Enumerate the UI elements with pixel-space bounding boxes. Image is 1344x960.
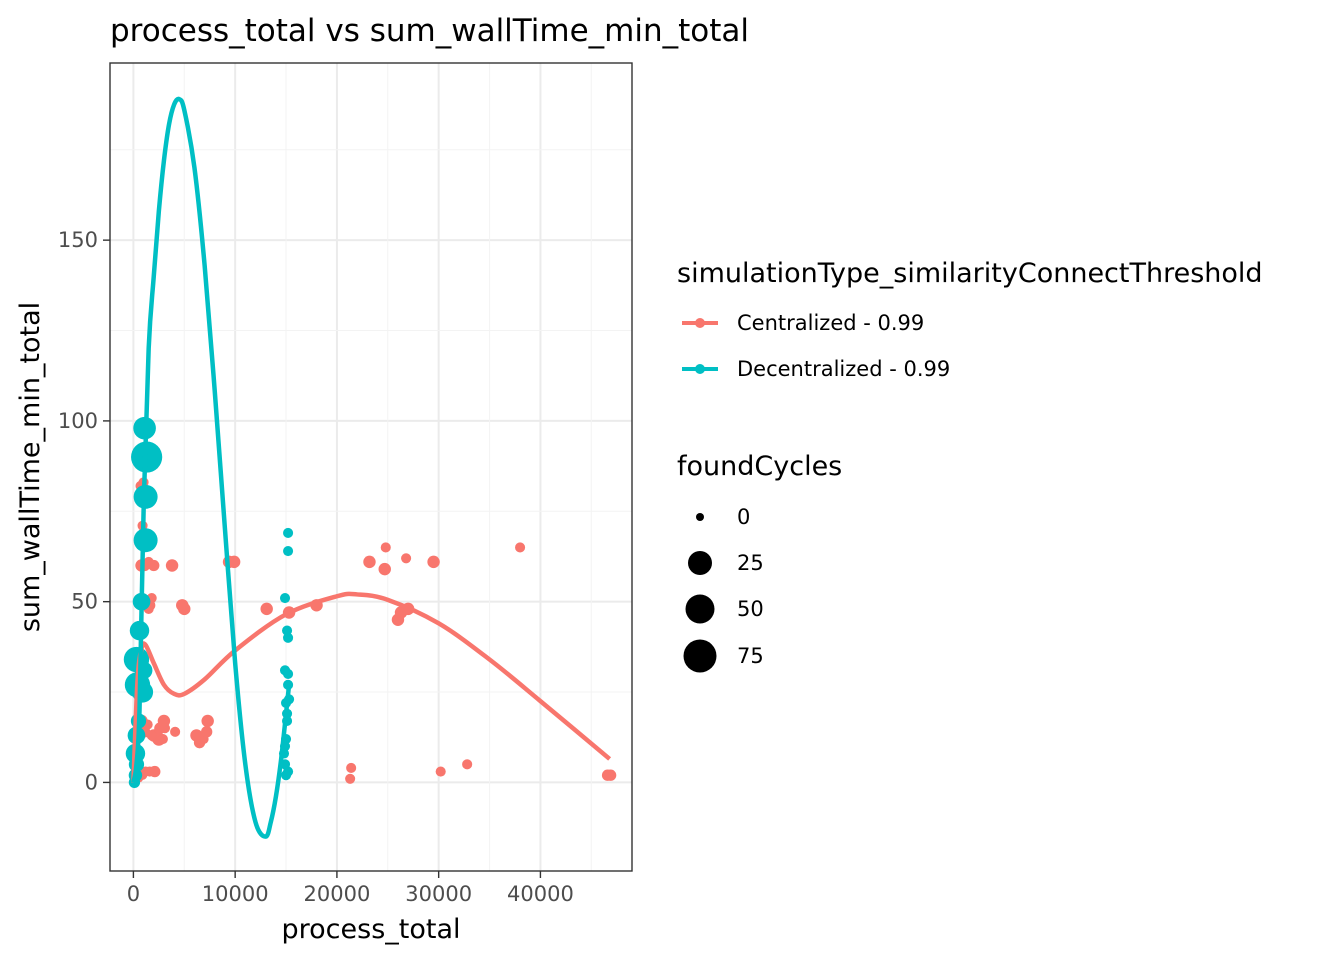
data-point xyxy=(149,765,161,778)
x-tick-label: 40000 xyxy=(507,882,574,906)
data-point xyxy=(363,555,376,569)
data-point xyxy=(401,553,412,564)
panel-border xyxy=(109,62,633,872)
x-axis: 0 10000 20000 30000 40000 xyxy=(127,871,574,906)
data-point xyxy=(165,559,179,572)
data-point xyxy=(260,602,273,616)
data-point xyxy=(201,726,213,738)
fit-line-centralized xyxy=(131,591,612,783)
data-point xyxy=(283,766,294,777)
data-point xyxy=(283,668,294,680)
size-legend-label-50: 50 xyxy=(737,597,764,621)
size-legend-label-0: 0 xyxy=(737,505,750,529)
data-point xyxy=(283,546,294,557)
data-point xyxy=(378,562,391,576)
data-point xyxy=(346,762,357,774)
grid-lines xyxy=(110,63,632,871)
y-tick-label: 100 xyxy=(58,409,98,433)
data-point xyxy=(282,625,293,636)
y-tick-label: 0 xyxy=(85,770,98,794)
x-tick-label: 30000 xyxy=(405,882,472,906)
data-point xyxy=(148,559,160,572)
y-tick-label: 50 xyxy=(71,590,98,614)
size-legend-dot-50 xyxy=(685,594,715,624)
data-point xyxy=(604,769,617,781)
x-tick-label: 20000 xyxy=(304,882,371,906)
y-axis: 0 50 100 150 xyxy=(58,228,110,794)
x-tick-label: 0 xyxy=(127,882,140,906)
data-point xyxy=(462,759,473,770)
chart-title: process_total vs sum_wallTime_min_total xyxy=(110,13,749,49)
size-legend-dot-75 xyxy=(683,639,717,673)
x-axis-title: process_total xyxy=(282,914,461,945)
x-tick-label: 10000 xyxy=(202,882,269,906)
data-point xyxy=(283,527,294,539)
data-point xyxy=(157,733,168,745)
size-legend-label-25: 25 xyxy=(737,551,764,575)
data-point xyxy=(345,773,356,784)
series-points-centralized xyxy=(132,477,617,786)
colour-legend-label-decentralized: Decentralized - 0.99 xyxy=(737,357,950,381)
y-axis-title: sum_wallTime_min_total xyxy=(15,302,46,632)
colour-legend-key-centralized xyxy=(682,318,718,328)
legend: simulationType_similarityConnectThreshol… xyxy=(677,258,1263,673)
size-legend-dot-25 xyxy=(688,551,712,575)
data-point xyxy=(515,542,526,553)
data-point xyxy=(435,766,446,777)
legend-dot-decentralized xyxy=(695,364,705,374)
data-point xyxy=(427,555,440,569)
size-legend-title: foundCycles xyxy=(677,451,842,482)
data-point xyxy=(201,714,214,728)
size-legend-label-75: 75 xyxy=(737,644,764,668)
colour-legend-label-centralized: Centralized - 0.99 xyxy=(737,311,924,335)
colour-legend-title: simulationType_similarityConnectThreshol… xyxy=(677,258,1263,289)
data-point xyxy=(178,602,191,616)
data-point xyxy=(133,528,158,553)
legend-dot-centralized xyxy=(695,318,705,328)
panel-background xyxy=(110,63,632,871)
colour-legend-key-decentralized xyxy=(682,364,718,374)
data-point xyxy=(227,555,241,569)
data-point xyxy=(380,542,391,553)
smooth-fit-lines xyxy=(131,96,612,839)
size-legend-dot-0 xyxy=(696,513,704,521)
fit-line-decentralized xyxy=(131,96,292,839)
data-point xyxy=(170,726,181,737)
data-point xyxy=(146,730,157,741)
data-point xyxy=(279,593,291,604)
y-tick-label: 150 xyxy=(58,228,98,252)
data-point xyxy=(159,723,170,734)
